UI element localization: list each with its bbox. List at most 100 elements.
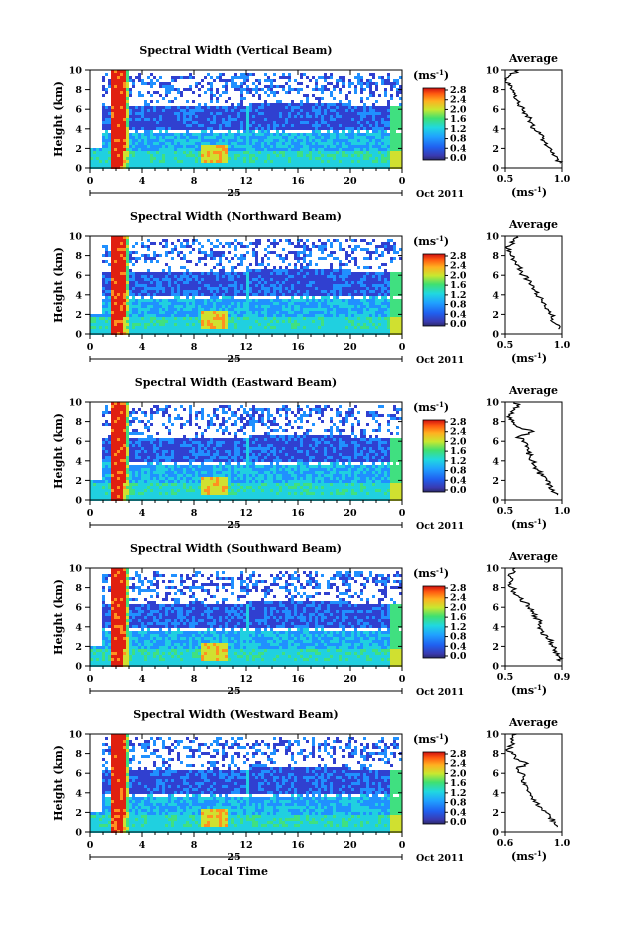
heatmap-cell (315, 160, 318, 163)
heatmap-cell (102, 329, 105, 332)
heatmap-cell (240, 85, 243, 88)
heatmap-cell (312, 151, 315, 154)
heatmap-cell (357, 329, 360, 332)
heatmap-cell (363, 293, 366, 296)
heatmap-cell (204, 103, 207, 106)
heatmap-cell (348, 305, 351, 308)
heatmap-cell (126, 266, 129, 269)
heatmap-cell (345, 151, 348, 154)
heatmap-cell (114, 248, 117, 251)
heatmap-cell (123, 329, 126, 332)
heatmap-cell (168, 139, 171, 142)
heatmap-cell (135, 139, 138, 142)
heatmap-cell (291, 142, 294, 145)
heatmap-cell (117, 293, 120, 296)
heatmap-cell (303, 254, 306, 257)
heatmap-cell (159, 106, 162, 109)
heatmap-cell (123, 254, 126, 257)
heatmap-cell (267, 148, 270, 151)
heatmap-cell (141, 163, 144, 166)
heatmap-cell (234, 290, 237, 293)
heatmap-cell (198, 257, 201, 260)
heatmap-cell (189, 317, 192, 320)
heatmap-cell (186, 106, 189, 109)
heatmap-cell (165, 148, 168, 151)
heatmap-cell (132, 305, 135, 308)
heatmap-cell (156, 121, 159, 124)
heatmap-cell (237, 142, 240, 145)
heatmap-cell (240, 121, 243, 124)
heatmap-cell (336, 329, 339, 332)
heatmap-cell (390, 82, 393, 85)
heatmap-cell (177, 112, 180, 115)
heatmap-cell (255, 121, 258, 124)
heatmap-cell (186, 145, 189, 148)
heatmap-cell (150, 278, 153, 281)
heatmap-cell (318, 239, 321, 242)
heatmap-cell (219, 308, 222, 311)
heatmap-cell (126, 281, 129, 284)
heatmap-cell (210, 296, 213, 299)
heatmap-cell (246, 76, 249, 79)
heatmap-cell (330, 142, 333, 145)
heatmap-cell (327, 88, 330, 91)
heatmap-cell (315, 293, 318, 296)
heatmap-cell (345, 311, 348, 314)
heatmap-cell (279, 275, 282, 278)
heatmap-cell (234, 151, 237, 154)
heatmap-cell (138, 115, 141, 118)
heatmap-cell (321, 91, 324, 94)
heatmap-cell (117, 317, 120, 320)
heatmap-cell (273, 73, 276, 76)
heatmap-cell (309, 118, 312, 121)
heatmap-cell (351, 151, 354, 154)
heatmap-cell (351, 130, 354, 133)
heatmap-cell (336, 275, 339, 278)
heatmap-cell (231, 323, 234, 326)
heatmap-cell (252, 163, 255, 166)
heatmap-cell (267, 326, 270, 329)
heatmap-cell (195, 287, 198, 290)
heatmap-cell (198, 163, 201, 166)
heatmap-cell (177, 160, 180, 163)
heatmap-cell (348, 91, 351, 94)
heatmap-cell (150, 109, 153, 112)
heatmap-cell (198, 127, 201, 130)
heatmap-cell (207, 118, 210, 121)
heatmap-cell (312, 245, 315, 248)
heatmap-cell (225, 160, 228, 163)
heatmap-cell (264, 139, 267, 142)
heatmap-cell (117, 100, 120, 103)
heatmap-cell (183, 290, 186, 293)
heatmap-cell (117, 73, 120, 76)
heatmap-cell (165, 245, 168, 248)
heatmap-cell (384, 124, 387, 127)
heatmap-cell (228, 112, 231, 115)
heatmap-cell (390, 130, 393, 133)
heatmap-cell (138, 109, 141, 112)
heatmap-cell (330, 133, 333, 136)
heatmap-cell (138, 136, 141, 139)
heatmap-cell (210, 127, 213, 130)
heatmap-cell (369, 323, 372, 326)
heatmap-cell (114, 329, 117, 332)
heatmap-cell (303, 260, 306, 263)
heatmap-cell (102, 278, 105, 281)
heatmap-cell (273, 91, 276, 94)
heatmap-cell (387, 100, 390, 103)
heatmap-cell (351, 281, 354, 284)
heatmap-cell (126, 85, 129, 88)
heatmap-cell (258, 302, 261, 305)
heatmap-cell (339, 269, 342, 272)
heatmap-cell (219, 133, 222, 136)
heatmap-cell (135, 284, 138, 287)
heatmap-cell (234, 311, 237, 314)
heatmap-cell (192, 127, 195, 130)
heatmap-cell (105, 91, 108, 94)
heatmap-cell (192, 136, 195, 139)
heatmap-cell (159, 254, 162, 257)
heatmap-cell (129, 299, 132, 302)
heatmap-cell (129, 281, 132, 284)
heatmap-cell (264, 100, 267, 103)
heatmap-cell (126, 302, 129, 305)
